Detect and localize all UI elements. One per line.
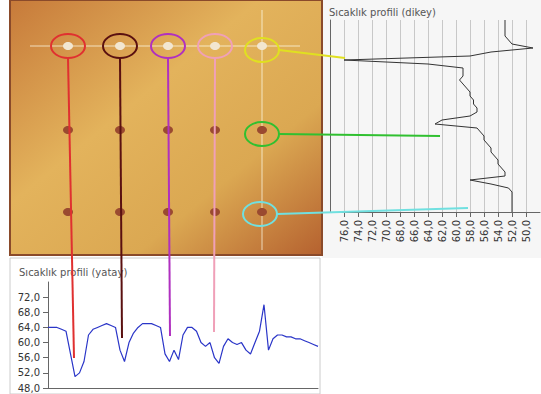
svg-text:70,0: 70,0 <box>381 220 392 242</box>
svg-text:Sıcaklık profili (dikey): Sıcaklık profili (dikey) <box>329 7 436 18</box>
svg-text:60,0: 60,0 <box>451 220 462 242</box>
svg-text:56,0: 56,0 <box>479 220 490 242</box>
svg-text:56,0: 56,0 <box>18 352 40 363</box>
svg-text:48,0: 48,0 <box>18 383 40 394</box>
svg-text:74,0: 74,0 <box>353 220 364 242</box>
svg-text:64,0: 64,0 <box>18 322 40 333</box>
svg-text:72,0: 72,0 <box>367 220 378 242</box>
svg-text:52,0: 52,0 <box>507 220 518 242</box>
svg-text:Sıcaklık profili (yatay): Sıcaklık profili (yatay) <box>19 266 128 278</box>
svg-text:68,0: 68,0 <box>395 220 406 242</box>
svg-text:60,0: 60,0 <box>18 337 40 348</box>
svg-text:76,0: 76,0 <box>339 220 350 242</box>
svg-text:66,0: 66,0 <box>409 220 420 242</box>
svg-text:68,0: 68,0 <box>18 307 40 318</box>
svg-text:52,0: 52,0 <box>18 367 40 378</box>
svg-text:64,0: 64,0 <box>423 220 434 242</box>
svg-text:72,0: 72,0 <box>18 292 40 303</box>
svg-text:50,0: 50,0 <box>521 220 532 242</box>
svg-text:58,0: 58,0 <box>465 220 476 242</box>
svg-text:62,0: 62,0 <box>437 220 448 242</box>
svg-text:54,0: 54,0 <box>493 220 504 242</box>
